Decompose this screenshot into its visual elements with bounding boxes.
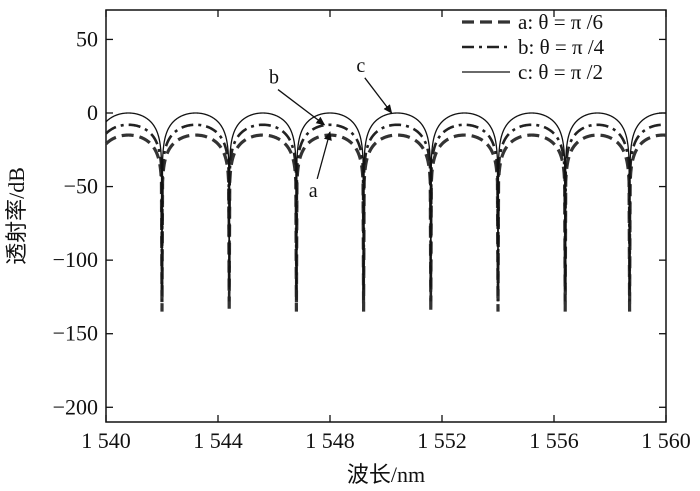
- x-tick-label: 1 556: [529, 428, 579, 453]
- annotation-label: a: [309, 180, 318, 202]
- x-tick-label: 1 560: [641, 428, 691, 453]
- y-tick-label: −50: [64, 174, 98, 199]
- y-tick-label: −150: [53, 321, 98, 346]
- series-curves: [104, 112, 667, 312]
- legend-label: c: θ = π /2: [518, 60, 603, 84]
- annotation-label: c: [356, 55, 365, 77]
- x-tick-label: 1 548: [305, 428, 355, 453]
- annotation-arrow: [364, 77, 393, 114]
- y-tick-label: −100: [53, 247, 98, 272]
- y-tick-label: 0: [87, 100, 98, 125]
- annotation-label: b: [269, 67, 279, 89]
- annotations: a b c: [269, 55, 393, 202]
- series-line-b: [105, 123, 667, 302]
- series-line-a: [104, 133, 667, 312]
- y-tick-label: 50: [76, 26, 98, 51]
- plot-area-frame: [105, 9, 667, 423]
- series-line-c: [105, 112, 667, 290]
- legend-label: a: θ = π /6: [518, 10, 603, 34]
- x-tick-label: 1 540: [81, 428, 131, 453]
- legend-label: b: θ = π /4: [518, 35, 605, 59]
- annotation-arrow: [316, 131, 332, 180]
- x-tick-label: 1 544: [193, 428, 243, 453]
- legend: a: θ = π /6b: θ = π /4c: θ = π /2: [462, 10, 605, 84]
- axis-ticks: 1 540 1 544 1 548 1 552 1 556 1 560 50 0 −50 −100…: [53, 10, 691, 453]
- y-axis-label: 透射率/dB: [4, 167, 29, 265]
- annotation-arrow: [277, 89, 326, 126]
- y-tick-label: −200: [53, 394, 98, 419]
- x-axis-label: 波长/nm: [347, 462, 425, 487]
- x-tick-label: 1 552: [417, 428, 467, 453]
